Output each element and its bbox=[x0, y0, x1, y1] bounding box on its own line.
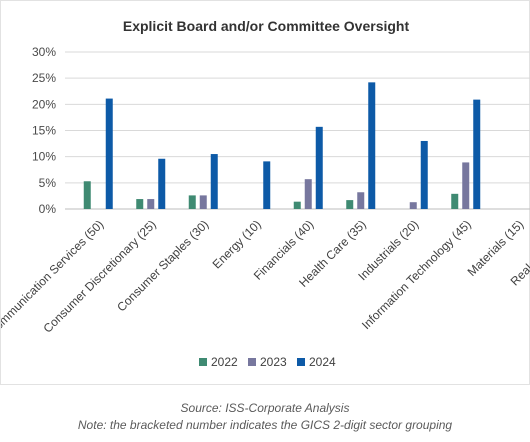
legend: 2022 2023 2024 bbox=[199, 355, 336, 369]
source-note: Source: ISS-Corporate Analysis bbox=[180, 401, 350, 415]
y-tick-label: 0% bbox=[39, 202, 57, 216]
bar bbox=[462, 162, 470, 209]
bar bbox=[188, 195, 196, 209]
chart-title: Explicit Board and/or Committee Oversigh… bbox=[123, 18, 410, 34]
bar bbox=[304, 179, 312, 209]
bar bbox=[83, 181, 91, 209]
legend-swatch bbox=[297, 358, 305, 366]
legend-label: 2023 bbox=[260, 355, 287, 369]
bar bbox=[420, 140, 428, 209]
bar bbox=[315, 126, 323, 209]
y-tick-label: 20% bbox=[32, 97, 56, 111]
bar bbox=[136, 199, 144, 209]
bar bbox=[105, 98, 113, 209]
bar bbox=[147, 199, 155, 209]
legend-label: 2022 bbox=[211, 355, 238, 369]
y-tick-label: 5% bbox=[39, 176, 57, 190]
y-tick-label: 15% bbox=[32, 124, 56, 138]
bar bbox=[158, 158, 166, 209]
legend-swatch bbox=[248, 358, 256, 366]
y-tick-label: 10% bbox=[32, 150, 56, 164]
x-tick-label: Consumer Staples (30) bbox=[114, 217, 211, 314]
bar bbox=[473, 99, 481, 209]
bar bbox=[346, 200, 354, 209]
legend-label: 2024 bbox=[309, 355, 336, 369]
bar bbox=[357, 192, 365, 209]
footnote: Note: the bracketed number indicates the… bbox=[77, 418, 453, 432]
bars bbox=[83, 82, 481, 209]
bar bbox=[199, 195, 207, 209]
chart-frame: Explicit Board and/or Committee Oversigh… bbox=[0, 0, 530, 385]
x-tick-label: Information Technology (45) bbox=[359, 217, 474, 332]
x-axis-labels: Communication Services (50)Consumer Disc… bbox=[1, 217, 530, 338]
x-tick-label: Energy (10) bbox=[210, 217, 264, 271]
y-tick-label: 30% bbox=[32, 45, 56, 59]
y-tick-label: 25% bbox=[32, 71, 56, 85]
bar bbox=[409, 202, 417, 209]
bar bbox=[210, 154, 218, 209]
gridlines bbox=[65, 51, 530, 210]
y-axis-ticks: 0% 5% 10% 15% 20% 25% 30% bbox=[32, 45, 56, 216]
bar bbox=[263, 161, 271, 209]
bar-chart: Explicit Board and/or Committee Oversigh… bbox=[1, 18, 530, 369]
bar bbox=[368, 82, 376, 209]
legend-swatch bbox=[199, 358, 207, 366]
bar bbox=[293, 201, 301, 209]
bar bbox=[451, 193, 459, 209]
